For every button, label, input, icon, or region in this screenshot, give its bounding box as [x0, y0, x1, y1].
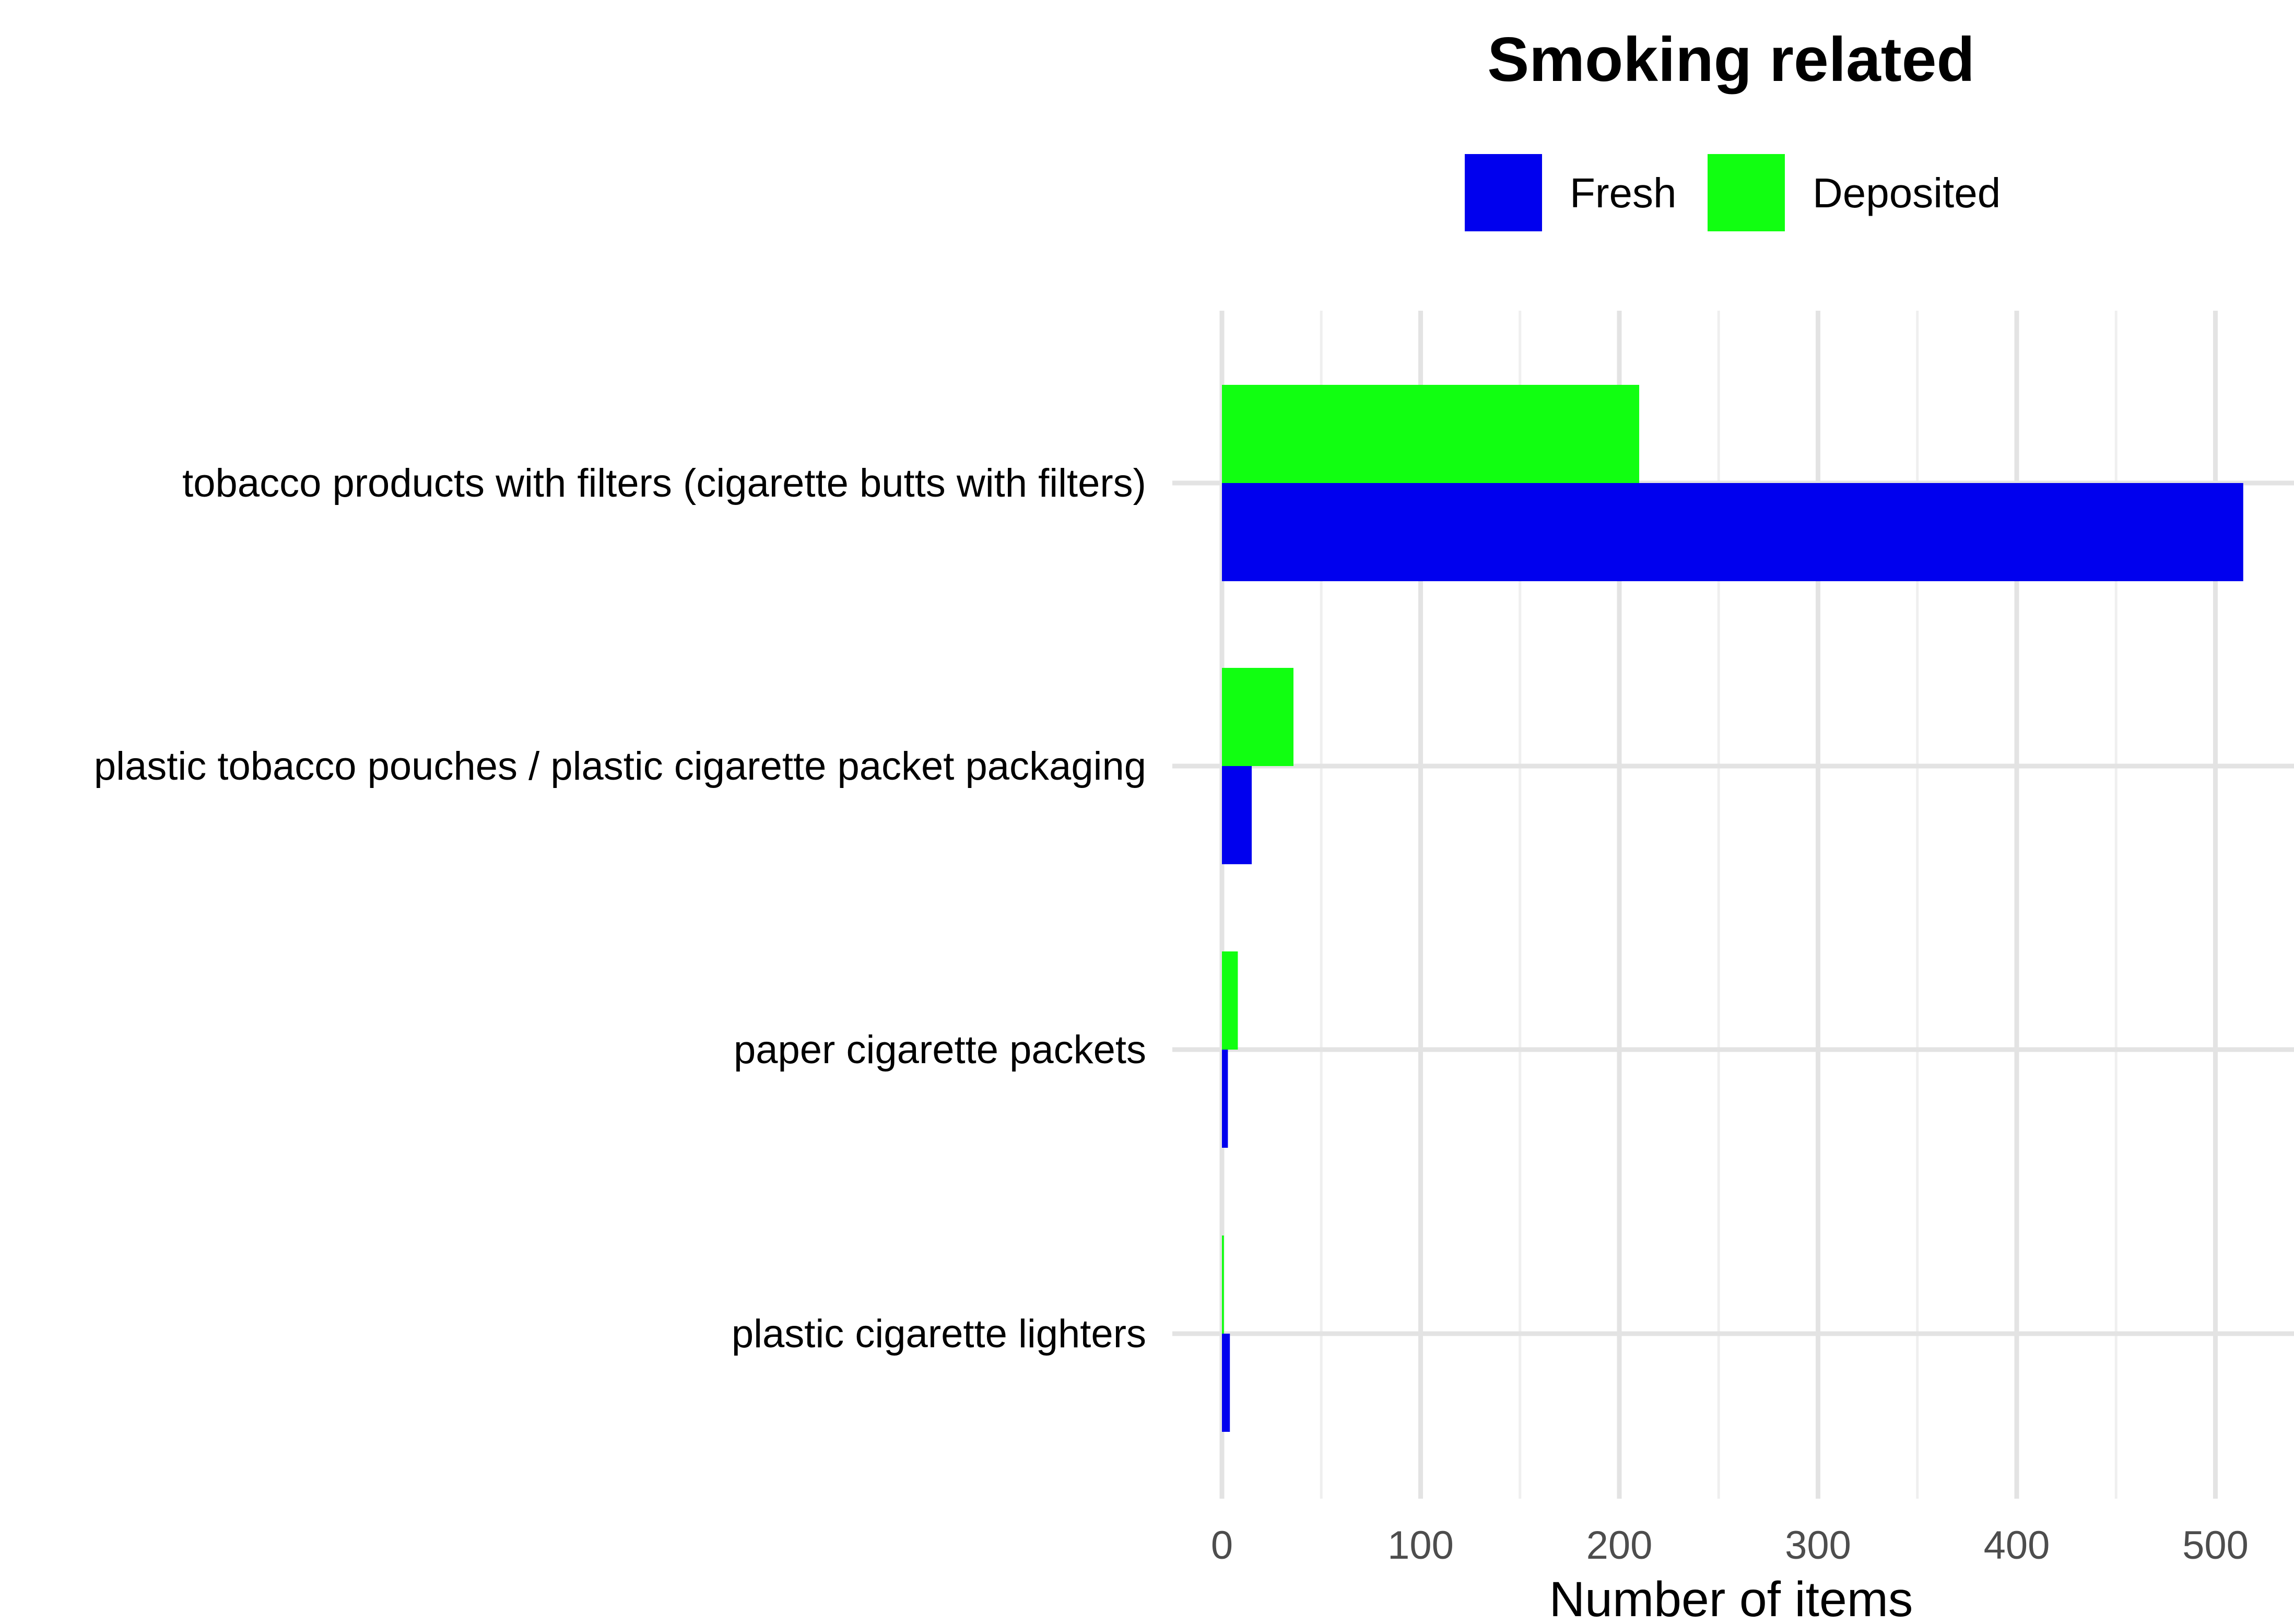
bar-deposited-2	[1222, 951, 1238, 1050]
bar-fresh-0	[1222, 483, 2243, 581]
x-tick-label-1: 100	[1387, 1523, 1454, 1568]
bars	[1222, 385, 2243, 1432]
x-tick-label-2: 200	[1586, 1523, 1653, 1568]
category-label-0: tobacco products with filters (cigarette…	[182, 461, 1146, 505]
legend: Fresh Deposited	[1465, 154, 2001, 231]
x-tick-label-4: 400	[1984, 1523, 2050, 1568]
x-axis-title: Number of items	[1549, 1572, 1913, 1624]
legend-swatch-fresh	[1465, 154, 1542, 231]
x-tick-label-3: 300	[1785, 1523, 1851, 1568]
x-tick-label-5: 500	[2182, 1523, 2249, 1568]
bar-fresh-3	[1222, 1334, 1230, 1432]
category-label-3: plastic cigarette lighters	[732, 1312, 1146, 1356]
x-tick-labels: 0 100 200 300 400 500	[1211, 1523, 2249, 1568]
category-label-2: paper cigarette packets	[734, 1028, 1146, 1072]
category-labels: tobacco products with filters (cigarette…	[94, 461, 1146, 1356]
chart-title: Smoking related	[1487, 25, 1975, 95]
legend-label-deposited: Deposited	[1813, 170, 2001, 216]
bar-fresh-1	[1222, 766, 1252, 864]
legend-label-fresh: Fresh	[1570, 170, 1677, 216]
bar-fresh-2	[1222, 1050, 1228, 1148]
bar-deposited-1	[1222, 668, 1293, 766]
category-label-1: plastic tobacco pouches / plastic cigare…	[94, 744, 1146, 789]
bar-deposited-3	[1222, 1235, 1224, 1334]
legend-swatch-deposited	[1708, 154, 1785, 231]
x-tick-label-0: 0	[1211, 1523, 1233, 1568]
bar-deposited-0	[1222, 385, 1640, 483]
